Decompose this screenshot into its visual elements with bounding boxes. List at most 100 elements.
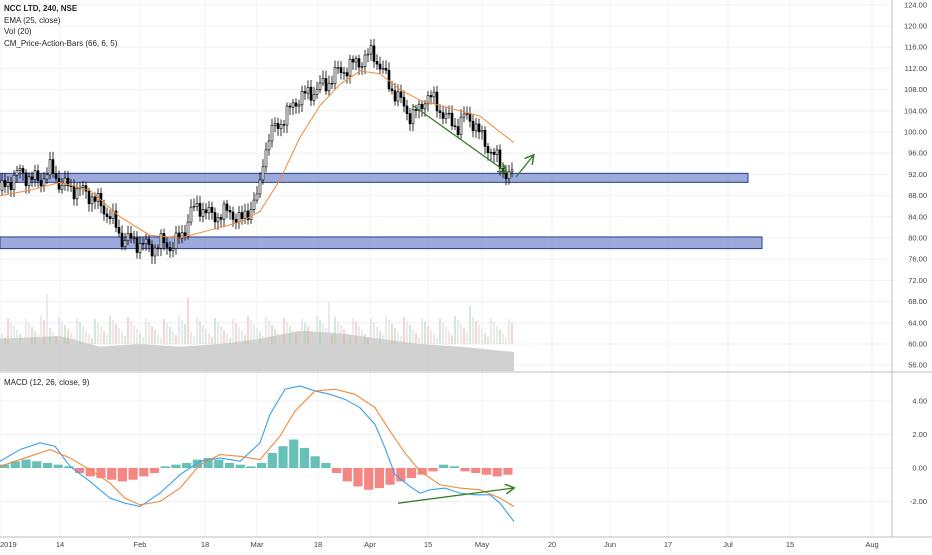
candle-body (186, 221, 190, 237)
candle-body (294, 102, 298, 107)
price-tick-label: 108.00 (904, 85, 927, 94)
candle-body (309, 86, 313, 101)
macd-histogram-bar (406, 468, 417, 479)
candle-body (30, 176, 34, 180)
candle-body (159, 233, 163, 249)
candle-body (60, 185, 64, 190)
candle-body (75, 188, 79, 200)
candle-body (330, 82, 334, 85)
candle-body (498, 149, 502, 169)
macd-histogram-bar (117, 468, 127, 482)
candle-body (441, 112, 445, 119)
macd-line (0, 385, 515, 522)
candle-body (111, 210, 115, 219)
macd-histogram-bar (21, 459, 31, 468)
macd-histogram-bar (342, 468, 352, 482)
candle-body (438, 110, 442, 113)
indicator-vol-label[interactable]: Vol (20) (4, 27, 32, 36)
candle-body (225, 203, 229, 211)
candle-body (189, 206, 193, 223)
candle-body (27, 176, 31, 187)
main-legend: NCC LTD, 240, NSE EMA (25, close) Vol (2… (4, 3, 117, 49)
macd-histogram-bar (96, 468, 106, 479)
macd-histogram-bar (42, 462, 53, 468)
macd-histogram-bar (224, 462, 235, 468)
candle-body (138, 243, 142, 253)
price-tick-label: 120.00 (904, 22, 927, 31)
candle-body (429, 95, 433, 98)
macd-histogram-bar (449, 466, 459, 468)
candle-body (342, 72, 346, 74)
price-tick-label: 64.00 (908, 318, 927, 327)
candle-body (33, 170, 37, 180)
macd-histogram-bar (32, 461, 42, 468)
macd-histogram-bar (417, 468, 427, 475)
candle-body (198, 203, 202, 217)
candle-body (372, 45, 376, 62)
candle-body (12, 174, 16, 190)
candle-body (108, 216, 112, 219)
candle-body (210, 206, 214, 213)
candle-body (219, 217, 223, 220)
candle-body (36, 170, 40, 181)
price-tick-label: 104.00 (904, 106, 927, 115)
macd-histogram-bar (364, 468, 374, 490)
candle-body (264, 149, 268, 168)
macd-label[interactable]: MACD (12, 26, close, 9) (4, 378, 90, 387)
macd-legend: MACD (12, 26, close, 9) (4, 377, 89, 389)
candle-body (345, 72, 349, 77)
candle-body (132, 237, 136, 240)
macd-histogram-bar (396, 468, 406, 482)
candle-body (105, 213, 109, 217)
support-zone (0, 236, 763, 250)
price-tick-label: 68.00 (908, 297, 927, 306)
candle-body (24, 172, 28, 187)
candle-body (318, 82, 322, 90)
candle-body (456, 126, 460, 136)
candle-body (90, 196, 94, 205)
macd-histogram-bar (107, 468, 117, 480)
divergence-arrow (397, 488, 513, 504)
candle-body (54, 173, 58, 179)
price-tick-label: 100.00 (904, 128, 927, 137)
macd-histogram-bar (439, 464, 449, 468)
candle-body (57, 178, 61, 190)
candle-body (252, 199, 256, 210)
candle-body (336, 67, 340, 69)
macd-histogram-bar (278, 446, 288, 468)
candle-body (474, 123, 478, 132)
candle-body (171, 248, 175, 252)
candle-body (282, 124, 286, 126)
symbol-title[interactable]: NCC LTD, 240, NSE (4, 4, 78, 13)
candle-body (123, 240, 127, 247)
candle-body (141, 243, 145, 245)
candle-body (351, 58, 355, 63)
candle-body (363, 54, 367, 67)
price-tick-label: 80.00 (908, 234, 927, 243)
candle-body (324, 78, 328, 92)
time-tick-label: Jul (723, 540, 733, 549)
candle-body (486, 146, 490, 154)
candle-body (411, 109, 415, 125)
macd-histogram-bar (428, 468, 438, 472)
candle-body (81, 185, 85, 188)
time-tick-label: Apr (364, 540, 376, 549)
macd-histogram-bar (139, 468, 149, 477)
indicator-ema-label[interactable]: EMA (25, close) (4, 15, 61, 25)
candle-body (258, 179, 262, 195)
candle-body (135, 237, 139, 253)
indicator-cm-label[interactable]: CM_Price-Action-Bars (66, 6, 5) (4, 38, 118, 48)
macd-histogram-bar (299, 447, 310, 468)
candle-body (396, 91, 400, 102)
candle-body (366, 53, 370, 56)
candle-body (162, 233, 166, 244)
macd-histogram-bar (246, 466, 256, 468)
price-tick-label: 76.00 (908, 255, 927, 264)
macd-histogram-bar (182, 462, 192, 468)
candle-body (492, 151, 496, 155)
candle-body (339, 67, 343, 73)
time-tick-label: 18 (201, 540, 209, 549)
candle-body (165, 242, 169, 248)
